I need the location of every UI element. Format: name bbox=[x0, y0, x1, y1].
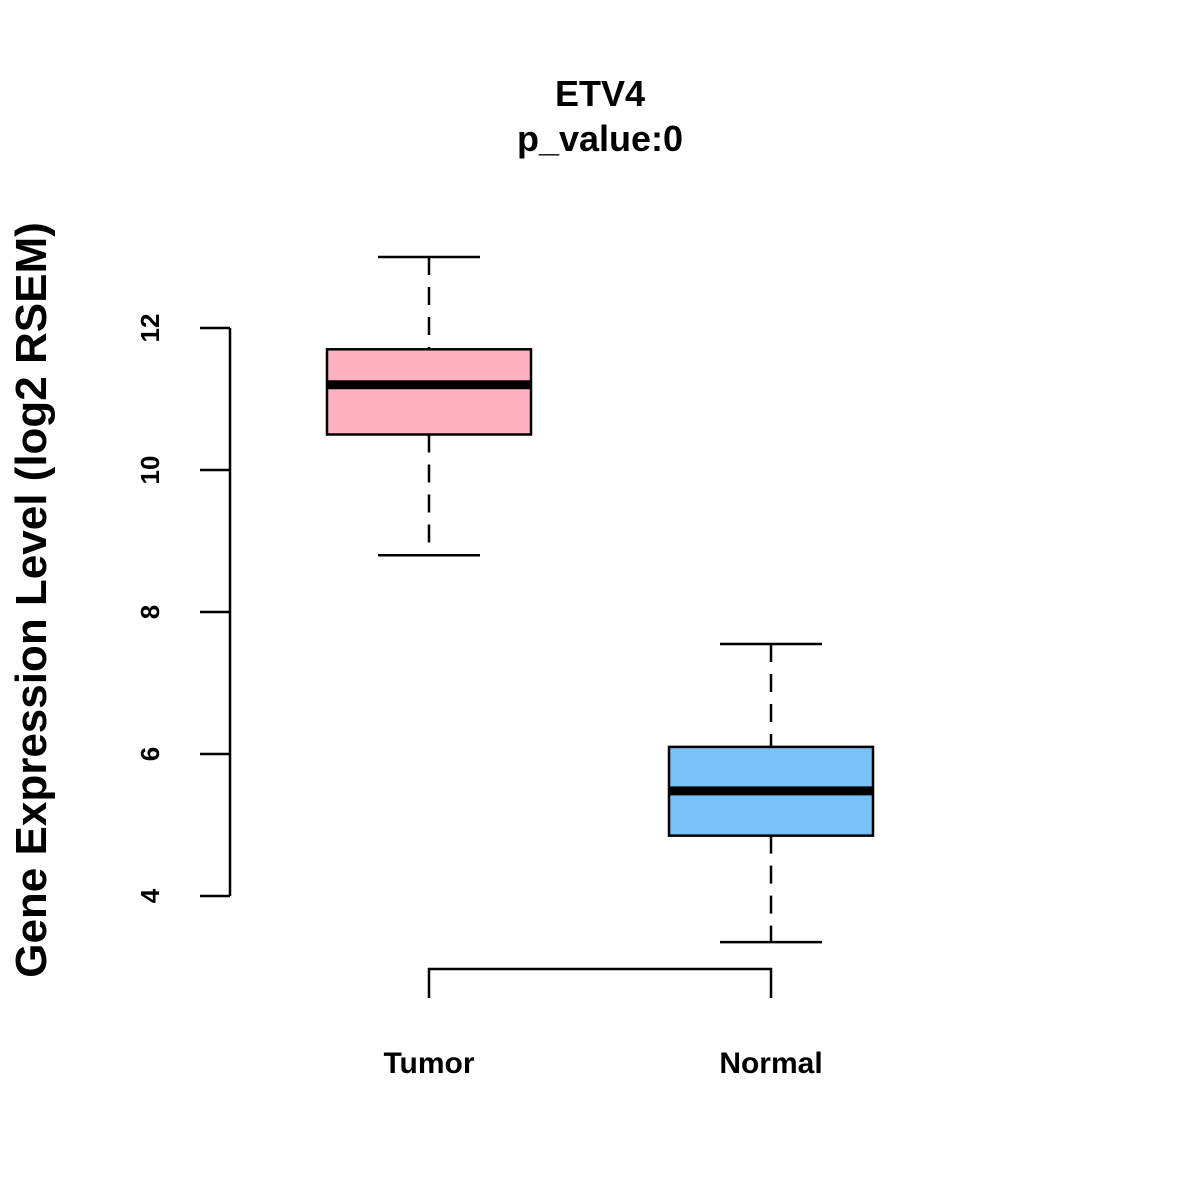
iqr-box bbox=[325, 348, 533, 436]
chart-subtitle: p_value:0 bbox=[517, 118, 683, 159]
y-tick-label: 12 bbox=[135, 314, 165, 343]
comparison-bracket bbox=[427, 967, 773, 998]
boxes bbox=[325, 255, 875, 944]
x-axis-labels: Tumor Normal bbox=[383, 1047, 822, 1080]
y-tick-label: 6 bbox=[135, 747, 165, 761]
y-tick-label: 8 bbox=[135, 605, 165, 619]
y-tick-label: 10 bbox=[135, 456, 165, 485]
y-tick-label: 4 bbox=[135, 888, 165, 903]
x-label-tumor: Tumor bbox=[383, 1047, 474, 1080]
y-axis: 4 6 8 10 12 bbox=[135, 314, 232, 903]
box-normal bbox=[667, 642, 875, 944]
bracket-line bbox=[427, 967, 773, 998]
x-label-normal: Normal bbox=[719, 1047, 822, 1080]
box-tumor bbox=[325, 255, 533, 557]
y-axis-label: Gene Expression Level (log2 RSEM) bbox=[7, 222, 56, 978]
chart-title: ETV4 bbox=[555, 73, 645, 114]
